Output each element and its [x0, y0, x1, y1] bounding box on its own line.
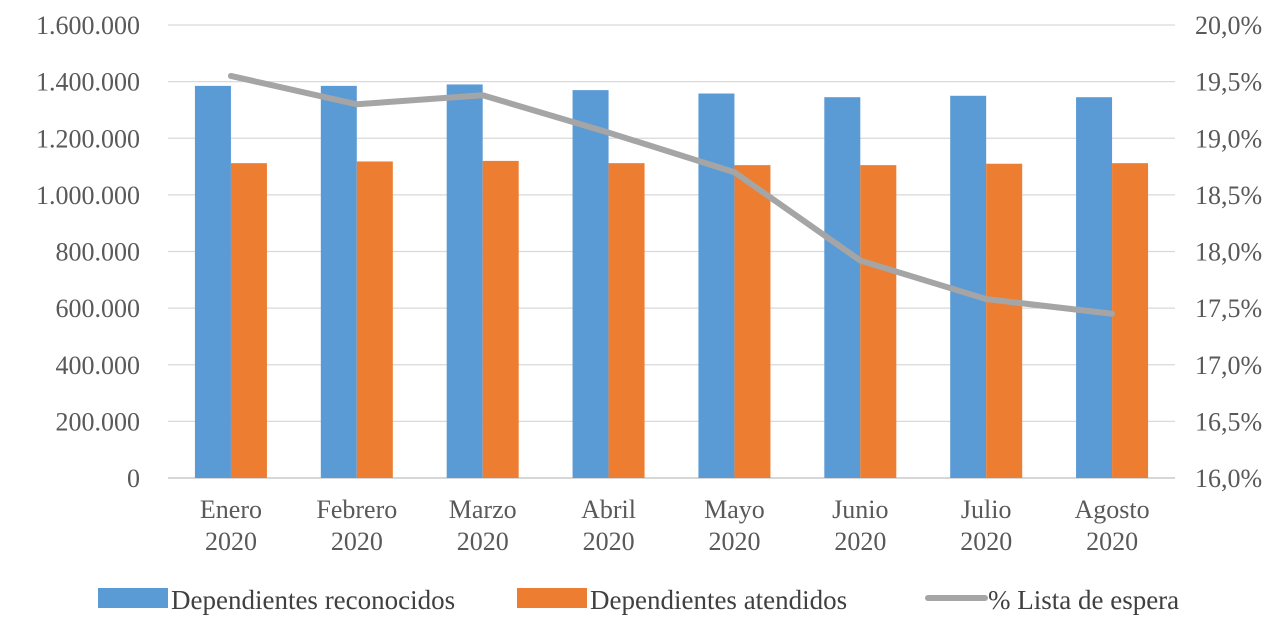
- legend-swatch: [517, 588, 587, 608]
- legend-label: % Lista de espera: [988, 585, 1179, 615]
- category-labels: Enero 2020 Febrero 2020 Marzo 2020 Abril 2020 Ma…: [200, 495, 1150, 556]
- x-category-label: Junio 2020: [832, 495, 888, 556]
- y-right-tick-label: 16,5%: [1195, 407, 1262, 436]
- bar-reconocidos: [824, 97, 861, 479]
- legend-swatch: [98, 588, 168, 608]
- legend: Dependientes reconocidos Dependientes ate…: [98, 585, 1179, 615]
- y-left-tick-label: 1.000.000: [36, 181, 140, 210]
- legend-label: Dependientes atendidos: [590, 585, 847, 615]
- y-left-tick-label: 600.000: [56, 294, 141, 323]
- bar-reconocidos: [446, 84, 483, 479]
- line-lista-espera: [227, 72, 1116, 317]
- y-right-tick-label: 18,0%: [1195, 238, 1262, 267]
- bar-reconocidos: [572, 90, 609, 479]
- left-axis-ticks: 0 200.000 400.000 600.000 800.000 1.000.000 1.…: [36, 11, 140, 493]
- legend-label: Dependientes reconocidos: [171, 585, 455, 615]
- right-axis-ticks: 16,0% 16,5% 17,0% 17,5% 18,0% 18,5% 19,0% 19,5%…: [1195, 11, 1262, 493]
- y-left-tick-label: 800.000: [56, 238, 141, 267]
- bar-reconocidos: [1076, 97, 1113, 479]
- bars: [194, 84, 1149, 479]
- x-category-label: Febrero 2020: [316, 495, 397, 556]
- x-category-label: Marzo 2020: [449, 495, 517, 556]
- y-right-tick-label: 17,5%: [1195, 294, 1262, 323]
- x-category-label: Agosto 2020: [1075, 495, 1150, 556]
- bar-atendidos: [734, 165, 771, 478]
- x-category-label: Julio 2020: [960, 495, 1012, 556]
- line-series: [227, 72, 1116, 317]
- x-category-label: Mayo 2020: [704, 495, 765, 556]
- bar-reconocidos: [194, 85, 231, 478]
- x-category-label: Enero 2020: [200, 495, 262, 556]
- bar-atendidos: [986, 163, 1023, 478]
- x-category-label: Abril 2020: [581, 495, 636, 556]
- bar-atendidos: [1112, 163, 1149, 479]
- bar-atendidos: [860, 165, 897, 478]
- bar-reconocidos: [320, 85, 357, 478]
- y-right-tick-label: 19,5%: [1195, 68, 1262, 97]
- bar-atendidos: [482, 160, 519, 478]
- y-left-tick-label: 1.400.000: [36, 68, 140, 97]
- bar-atendidos: [608, 163, 645, 479]
- y-left-tick-label: 200.000: [56, 407, 141, 436]
- y-left-tick-label: 1.200.000: [36, 124, 140, 153]
- y-right-tick-label: 17,0%: [1195, 351, 1262, 380]
- y-left-tick-label: 400.000: [56, 351, 141, 380]
- y-left-tick-label: 1.600.000: [36, 11, 140, 40]
- y-right-tick-label: 19,0%: [1195, 124, 1262, 153]
- y-right-tick-label: 16,0%: [1195, 464, 1262, 493]
- y-left-tick-label: 0: [127, 464, 140, 493]
- y-right-tick-label: 20,0%: [1195, 11, 1262, 40]
- bar-atendidos: [230, 163, 267, 479]
- bar-atendidos: [356, 161, 393, 478]
- bar-reconocidos: [698, 93, 735, 479]
- y-right-tick-label: 18,5%: [1195, 181, 1262, 210]
